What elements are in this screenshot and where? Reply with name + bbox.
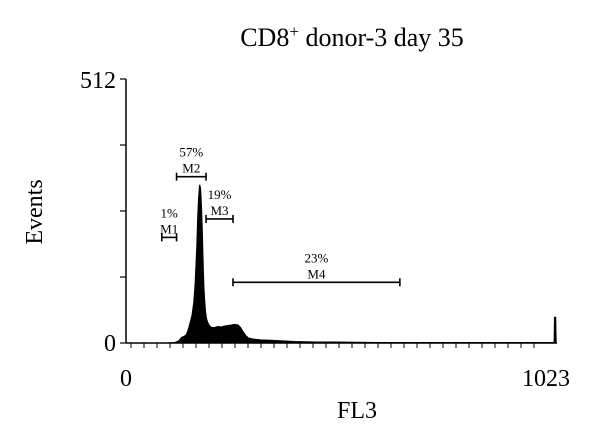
x-axis-label: FL3 [337,398,377,424]
gate-name-label: M3 [210,203,228,218]
chart-title: CD8+ donor-3 day 35 [240,22,464,52]
histogram-area [126,184,557,344]
x-tick-label-max: 1023 [522,366,570,392]
y-tick-label-max: 512 [80,68,116,94]
chart-title-superscript: + [289,22,299,41]
x-tick-label-min: 0 [120,366,132,392]
gate-percent-label: 19% [208,187,232,202]
gate-name-label: M1 [160,221,178,236]
gate-name-label: M4 [307,266,326,281]
chart-title-main: CD8 [240,23,289,52]
gate-percent-label: 57% [179,145,203,160]
gate-m1: M11% [160,205,179,242]
gate-name-label: M2 [182,161,200,176]
gate-percent-label: 1% [161,205,179,220]
y-tick-label-min: 0 [104,331,116,357]
axis-ticks [120,78,535,348]
chart-title-rest: donor-3 day 35 [299,23,464,52]
y-axis-label: Events [22,179,48,244]
gate-percent-label: 23% [305,250,329,265]
